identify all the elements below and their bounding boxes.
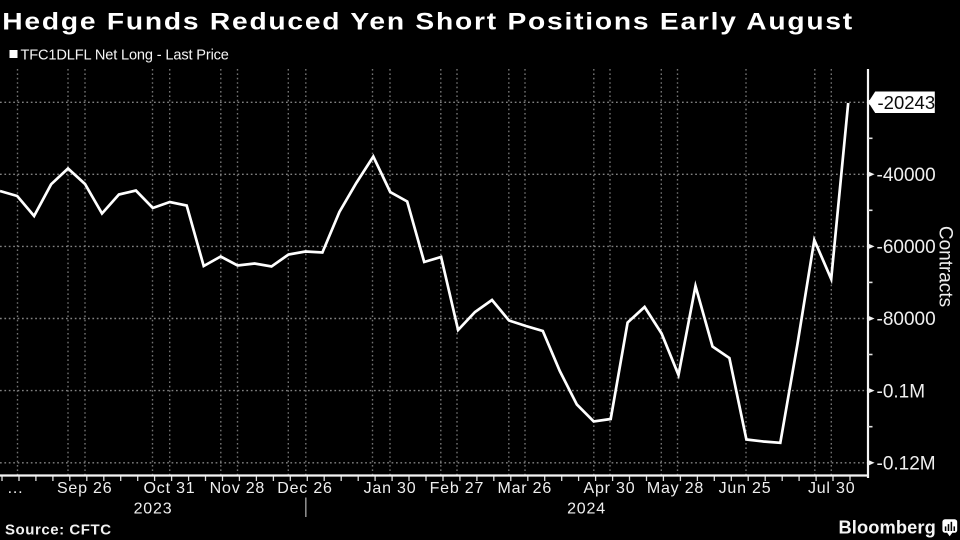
svg-text:Oct 31: Oct 31 xyxy=(144,480,196,497)
svg-text:Jul 30: Jul 30 xyxy=(808,480,856,497)
svg-text:Jun 25: Jun 25 xyxy=(719,480,772,497)
svg-text:Apr 30: Apr 30 xyxy=(584,480,636,497)
svg-text:Contracts: Contracts xyxy=(935,226,956,307)
svg-text:2024: 2024 xyxy=(567,501,606,518)
svg-text:TFC1DLFL Net Long - Last Price: TFC1DLFL Net Long - Last Price xyxy=(21,48,229,64)
svg-text:Bloomberg: Bloomberg xyxy=(839,517,936,538)
svg-text:...: ... xyxy=(8,480,24,497)
svg-text:Jan 30: Jan 30 xyxy=(364,480,417,497)
svg-text:Nov 28: Nov 28 xyxy=(210,480,266,497)
svg-text:-60000: -60000 xyxy=(877,237,936,258)
svg-text:-40000: -40000 xyxy=(877,165,936,186)
svg-text:-0.12M: -0.12M xyxy=(877,454,936,475)
svg-text:Feb 27: Feb 27 xyxy=(430,480,485,497)
svg-text:Source: CFTC: Source: CFTC xyxy=(5,522,112,539)
svg-text:2023: 2023 xyxy=(134,501,173,518)
svg-text:Hedge Funds Reduced Yen Short: Hedge Funds Reduced Yen Short Positions … xyxy=(2,7,854,35)
svg-text:Sep 26: Sep 26 xyxy=(57,480,113,497)
svg-text:-0.1M: -0.1M xyxy=(877,381,926,402)
svg-text:-80000: -80000 xyxy=(877,309,936,330)
svg-text:-20243: -20243 xyxy=(878,92,936,113)
svg-text:May 28: May 28 xyxy=(647,480,704,497)
svg-text:Mar 26: Mar 26 xyxy=(497,480,552,497)
svg-text:Dec 26: Dec 26 xyxy=(277,480,333,497)
